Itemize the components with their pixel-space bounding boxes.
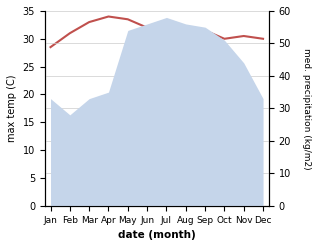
Y-axis label: max temp (C): max temp (C): [7, 75, 17, 142]
Y-axis label: med. precipitation (kg/m2): med. precipitation (kg/m2): [302, 48, 311, 169]
X-axis label: date (month): date (month): [118, 230, 196, 240]
